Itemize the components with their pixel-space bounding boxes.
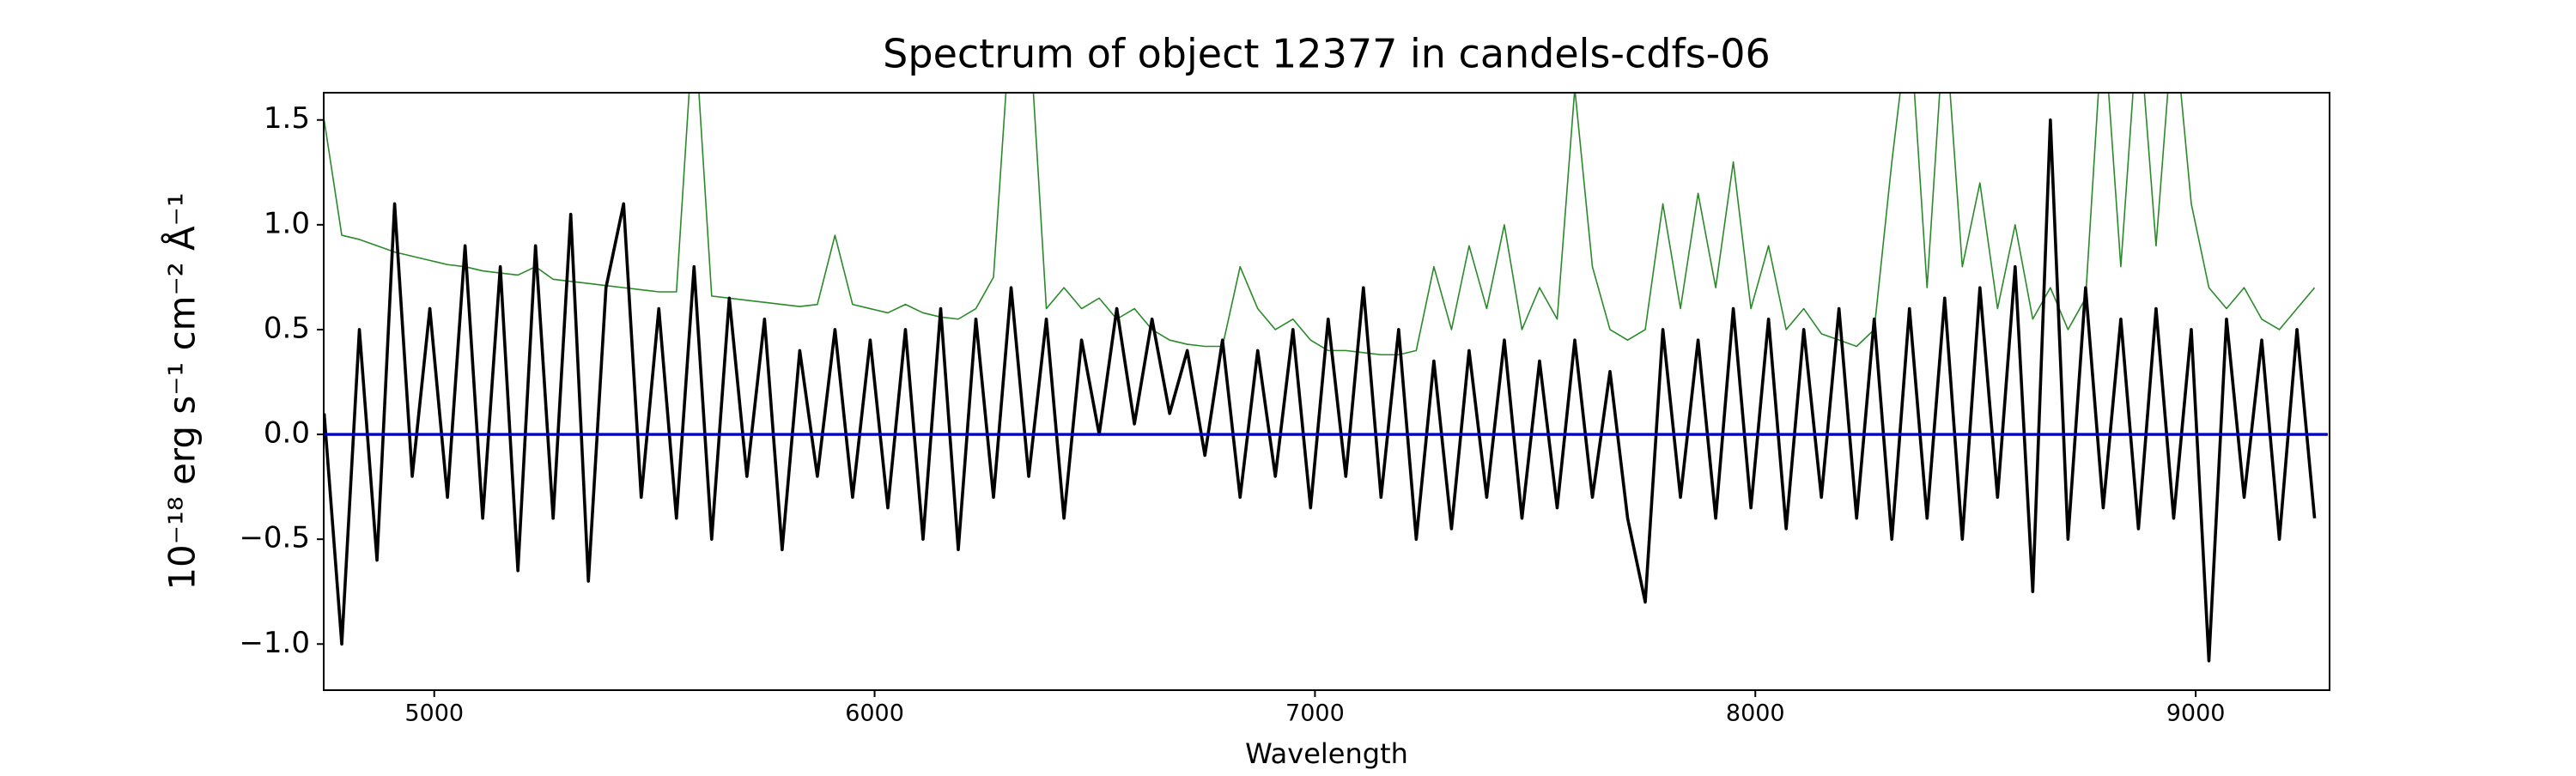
x-tick-label: 9000 [2166, 700, 2226, 727]
chart-title: Spectrum of object 12377 in candels-cdfs… [883, 31, 1771, 77]
y-tick-label: 0.0 [264, 416, 310, 451]
x-axis-label: Wavelength [1245, 737, 1408, 770]
x-tick-label: 7000 [1285, 700, 1345, 727]
plot-frame [323, 92, 2330, 691]
y-tick-label: 0.5 [264, 311, 310, 345]
x-tick-label: 8000 [1726, 700, 1785, 727]
spectrum-line [324, 118, 2317, 663]
y-axis-label: 10⁻¹⁸ erg s⁻¹ cm⁻² Å⁻¹ [161, 192, 204, 590]
y-tick-label: −1.0 [239, 626, 310, 660]
x-tick-label: 6000 [845, 700, 904, 727]
y-tick-label: −0.5 [239, 521, 310, 555]
spectrum-line [324, 93, 2316, 356]
y-tick-label: 1.5 [264, 101, 310, 136]
x-tick-label: 5000 [404, 700, 464, 727]
y-tick-label: 1.0 [264, 206, 310, 240]
